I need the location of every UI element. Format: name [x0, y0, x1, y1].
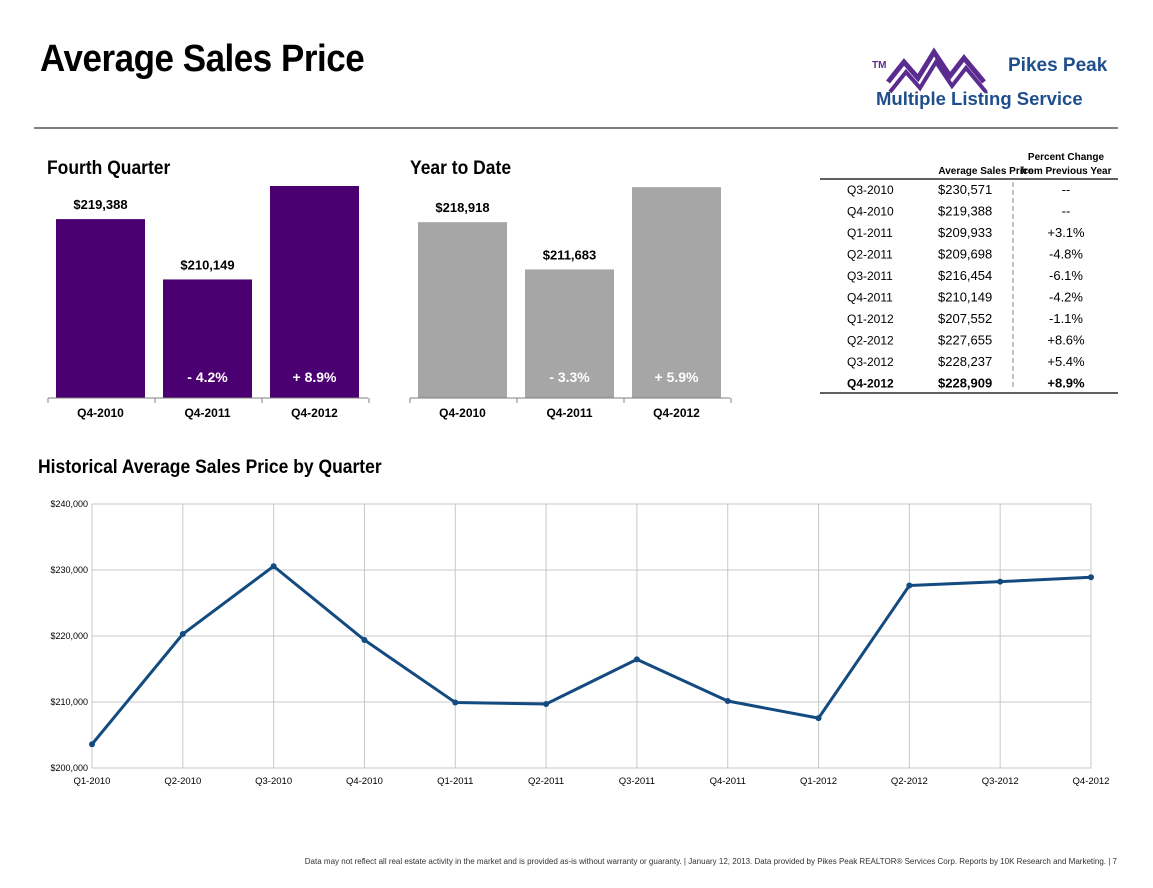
y-tick-label: $220,000 [50, 631, 88, 641]
table-change-cell: -1.1% [1049, 311, 1083, 326]
data-point-q4-2010 [361, 637, 368, 644]
historical-average-price-line-chart: $200,000 $210,000 $220,000 $230,000 $240,000… [50, 499, 1110, 787]
table-price-cell: $219,388 [938, 204, 992, 219]
table-change-cell: +8.6% [1047, 333, 1085, 348]
table-header-change-line2: from Previous Year [1021, 166, 1112, 177]
y-tick-label: $210,000 [50, 697, 88, 707]
bar-q4-2011 [525, 269, 614, 398]
x-tick-label: Q1-2010 [74, 776, 111, 787]
fourth-quarter-title: Fourth Quarter [47, 158, 171, 179]
bar-q4-2012 [632, 187, 721, 398]
x-tick-label: Q4-2011 [710, 776, 746, 787]
bar-q4-2011 [163, 279, 252, 398]
table-change-cell: -- [1062, 204, 1071, 219]
table-quarter-cell: Q1-2011 [847, 226, 893, 240]
x-tick-label: Q4-2010 [346, 776, 383, 787]
table-price-cell: $228,909 [938, 376, 992, 391]
table-price-cell: $207,552 [938, 311, 992, 326]
pikes-peak-mls-logo: TM Pikes Peak Multiple Listing Service [872, 47, 1108, 109]
data-point-q1-2012 [815, 715, 822, 722]
table-change-cell: +5.4% [1047, 354, 1085, 369]
table-header-price: Average Sales Price [938, 166, 1034, 177]
header-divider [34, 127, 1118, 129]
table-quarter-cell: Q3-2010 [847, 183, 894, 197]
table-price-cell: $209,933 [938, 225, 992, 240]
table-quarter-cell: Q4-2010 [847, 205, 894, 219]
data-point-q4-2011 [724, 698, 731, 705]
page-title: Average Sales Price [40, 38, 365, 80]
data-point-q2-2012 [906, 582, 913, 589]
bar-change-label: + 5.9% [655, 369, 700, 385]
y-tick-label: $230,000 [50, 565, 88, 575]
data-point-q3-2011 [633, 656, 640, 663]
table-price-cell: $216,454 [938, 268, 992, 283]
data-point-q2-2011 [543, 700, 550, 707]
x-tick-label: Q4-2012 [1073, 776, 1110, 787]
bar-change-label: - 3.3% [549, 369, 590, 385]
data-point-q2-2010 [179, 631, 186, 638]
bar-q4-2012 [270, 186, 359, 398]
bar-category-label: Q4-2011 [546, 406, 592, 420]
bar-value-label: $218,918 [435, 200, 489, 215]
x-tick-label: Q1-2011 [437, 776, 473, 787]
historical-chart-title: Historical Average Sales Price by Quarte… [38, 457, 382, 478]
x-tick-label: Q3-2010 [255, 776, 292, 787]
year-to-date-title: Year to Date [410, 158, 512, 179]
logo-line2: Multiple Listing Service [876, 88, 1083, 109]
data-point-q3-2012 [997, 578, 1004, 585]
table-change-cell: -- [1062, 182, 1071, 197]
bar-value-label: $211,683 [543, 247, 597, 262]
bar-value-label: $210,149 [180, 257, 234, 272]
table-price-cell: $227,655 [938, 333, 992, 348]
bar-category-label: Q4-2011 [184, 406, 230, 420]
table-price-cell: $230,571 [938, 182, 992, 197]
table-quarter-cell: Q4-2011 [847, 291, 893, 305]
table-change-cell: -6.1% [1049, 268, 1083, 283]
x-tick-label: Q3-2012 [982, 776, 1019, 787]
table-quarter-cell: Q2-2012 [847, 334, 894, 348]
bar-q4-2010 [56, 219, 145, 398]
sales-price-summary-table: Average Sales Price Percent Change from Pr… [820, 152, 1118, 394]
x-tick-label: Q2-2011 [528, 776, 564, 787]
x-tick-label: Q2-2010 [164, 776, 201, 787]
bar-value-label: $219,388 [73, 197, 127, 212]
bar-change-label: - 4.2% [187, 369, 228, 385]
table-quarter-cell: Q3-2011 [847, 269, 893, 283]
table-quarter-cell: Q2-2011 [847, 248, 893, 262]
table-price-cell: $210,149 [938, 290, 992, 305]
table-change-cell: -4.2% [1049, 290, 1083, 305]
table-change-cell: -4.8% [1049, 247, 1083, 262]
data-point-q1-2011 [452, 699, 459, 706]
data-point-q3-2010 [270, 563, 277, 570]
data-point-q1-2010 [89, 741, 95, 748]
bar-change-label: + 8.9% [293, 369, 338, 385]
table-price-cell: $209,698 [938, 247, 992, 262]
mountain-icon [886, 47, 988, 94]
logo-tm: TM [872, 60, 886, 71]
bar-category-label: Q4-2010 [439, 406, 486, 420]
data-point-q4-2012 [1088, 574, 1094, 581]
bar-category-label: Q4-2012 [291, 406, 338, 420]
table-quarter-cell: Q4-2012 [847, 377, 894, 391]
logo-line1: Pikes Peak [1008, 55, 1108, 76]
x-tick-label: Q3-2011 [619, 776, 655, 787]
bar-category-label: Q4-2010 [77, 406, 124, 420]
footer-disclaimer: Data may not reflect all real estate act… [304, 857, 1117, 866]
y-tick-label: $240,000 [50, 499, 88, 509]
series-line [90, 564, 1092, 746]
table-header-change-line1: Percent Change [1028, 152, 1105, 163]
table-change-cell: +3.1% [1047, 225, 1085, 240]
bar-q4-2010 [418, 222, 507, 398]
table-change-cell: +8.9% [1047, 376, 1085, 391]
y-tick-label: $200,000 [50, 763, 88, 773]
bar-category-label: Q4-2012 [653, 406, 700, 420]
table-quarter-cell: Q3-2012 [847, 355, 894, 369]
table-quarter-cell: Q1-2012 [847, 312, 894, 326]
x-tick-label: Q2-2012 [891, 776, 928, 787]
table-price-cell: $228,237 [938, 354, 992, 369]
x-tick-label: Q1-2012 [800, 776, 837, 787]
